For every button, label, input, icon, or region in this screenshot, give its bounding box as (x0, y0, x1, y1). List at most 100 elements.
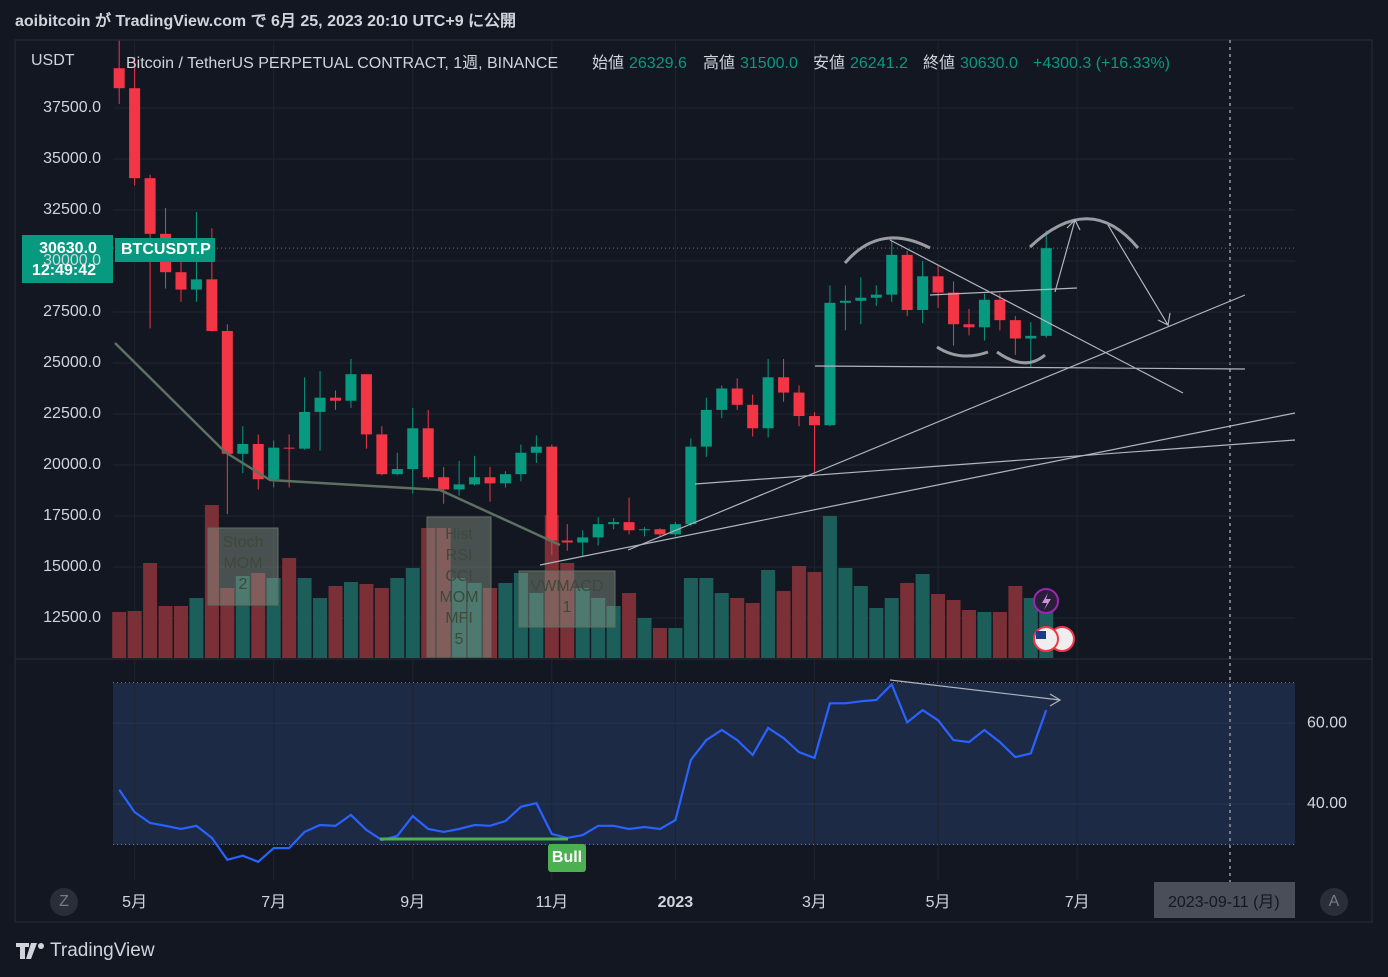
candle-body (963, 324, 975, 328)
legend-value: 30630.0 (960, 55, 1018, 72)
candle-body (669, 524, 681, 535)
volume-bar (560, 563, 575, 658)
x-tick-label: 9月 (400, 894, 425, 911)
candle-body (901, 254, 913, 310)
candle-body (391, 469, 403, 475)
logo-mark (16, 943, 37, 959)
candle-body (206, 279, 218, 331)
candle-body (685, 446, 697, 525)
candle-body (917, 276, 929, 310)
legend-value: 26329.6 (629, 55, 687, 72)
x-tick-label: 5月 (926, 894, 951, 911)
candle-body (978, 299, 990, 328)
volume-bar (297, 578, 312, 658)
indicator-label: 1 (563, 599, 572, 616)
candle-body (175, 272, 187, 290)
volume-bar (915, 574, 930, 658)
candle-body (453, 484, 465, 490)
volume-bar (251, 573, 266, 658)
candle-body (515, 452, 527, 475)
volume-bar (931, 594, 946, 658)
candle-body (237, 443, 249, 454)
y2-tick-label: 60.00 (1307, 714, 1347, 731)
candle-body (221, 330, 233, 454)
candle-body (700, 409, 712, 447)
volume-bar (699, 578, 714, 658)
candle-body (376, 434, 388, 475)
volume-bar (498, 583, 513, 658)
rsi-band-fill (113, 683, 1295, 845)
volume-bar (235, 576, 250, 658)
volume-bar (374, 588, 389, 658)
volume-bar (869, 608, 884, 658)
volume-bar (529, 593, 544, 658)
y-tick-label: 30000.0 (43, 252, 101, 269)
candle-body (113, 68, 125, 89)
candle-body (499, 474, 511, 484)
candle-body (654, 529, 666, 535)
volume-bar (189, 598, 204, 658)
legend-label: 終値 (923, 54, 955, 72)
y-tick-label: 32500.0 (43, 201, 101, 218)
volume-bar (173, 606, 188, 658)
price-tag-countdown: 12:49:42 (32, 262, 96, 279)
volume-bar (884, 598, 899, 658)
candle-body (994, 299, 1006, 321)
volume-bar (452, 578, 467, 658)
x-tick-label: 2023 (658, 894, 694, 911)
drawings (114, 217, 1296, 841)
volume-bar (405, 568, 420, 658)
volume-bar (622, 593, 637, 658)
candle-body (283, 447, 295, 449)
candle-body (886, 254, 898, 295)
scale-button[interactable] (1320, 888, 1348, 916)
candle-body (855, 297, 867, 301)
indicator-label: 2 (239, 576, 248, 593)
candle-body (577, 537, 589, 543)
candle-body (469, 477, 481, 485)
volume-bar (436, 528, 451, 658)
scale-button-label[interactable]: A (1329, 893, 1340, 910)
y-tick-label: 17500.0 (43, 507, 101, 524)
x-tick-label: 3月 (802, 894, 827, 911)
candle-body (252, 443, 264, 480)
candle-body (129, 88, 141, 179)
indicator-label: 5 (455, 631, 464, 648)
x-tick-label: 5月 (122, 894, 147, 911)
indicator-label: MFI (445, 610, 473, 627)
candle-body (190, 279, 202, 290)
y-tick-label: 15000.0 (43, 558, 101, 575)
volume-bar (730, 598, 745, 658)
volume-bar (1008, 586, 1023, 658)
candle-body (407, 428, 419, 470)
candle-body (824, 302, 836, 426)
volume-bar (992, 612, 1007, 658)
indicator-label: Hist (445, 526, 473, 543)
legend-label: 高値 (703, 54, 735, 72)
candle-body (793, 392, 805, 417)
scale-button[interactable] (50, 888, 78, 916)
candle-body (345, 374, 357, 401)
volume-bar (807, 572, 822, 658)
indicator-label: CCI (445, 568, 473, 585)
candle-body (1040, 248, 1052, 336)
volume-bar (282, 558, 297, 658)
volume-bar (714, 593, 729, 658)
volume-bar (421, 528, 436, 658)
legend-value: 31500.0 (740, 55, 798, 72)
indicator-boxes (207, 516, 616, 658)
candle-body (299, 411, 311, 449)
volume-bar (544, 515, 559, 658)
candle-body (561, 540, 573, 543)
volume-bar (900, 583, 915, 658)
candle-body (948, 292, 960, 325)
volume-bar (483, 588, 498, 658)
indicator-label: VWMACD (531, 578, 604, 595)
cursor-date-box (1154, 882, 1295, 918)
scale-button-label[interactable]: Z (59, 893, 69, 910)
volume-bar (668, 628, 683, 658)
candle-body (484, 477, 496, 484)
rsi-line (118, 682, 1048, 864)
volume-bar (853, 586, 868, 658)
legend-label: 安値 (813, 54, 845, 72)
